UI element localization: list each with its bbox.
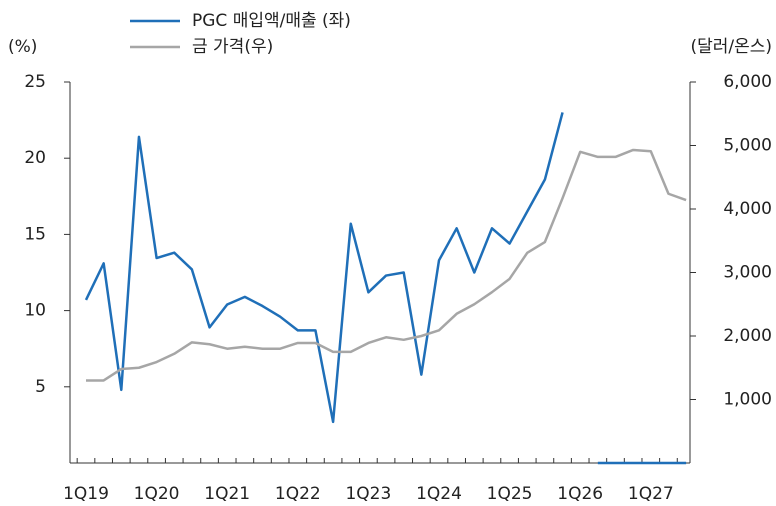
y-tick-label: 5 xyxy=(35,377,46,397)
y2-tick-label: 6,000 xyxy=(723,72,772,92)
y2-tick-label: 2,000 xyxy=(723,326,772,346)
y-axis-label: (%) xyxy=(8,37,37,57)
legend-label: PGC 매입액/매출 (좌) xyxy=(192,11,351,31)
y-tick-label: 20 xyxy=(24,148,46,168)
y-tick-label: 25 xyxy=(24,72,46,92)
y2-tick-label: 3,000 xyxy=(723,263,772,283)
x-tick-label: 1Q27 xyxy=(628,484,674,504)
x-tick-label: 1Q21 xyxy=(204,484,250,504)
x-tick-label: 1Q23 xyxy=(345,484,391,504)
y2-tick-label: 5,000 xyxy=(723,136,772,156)
legend-label: 금 가격(우) xyxy=(192,37,273,57)
series-line xyxy=(86,148,687,382)
y-tick-label: 10 xyxy=(24,301,46,321)
x-tick-label: 1Q25 xyxy=(487,484,533,504)
y-tick-label: 15 xyxy=(24,224,46,244)
x-tick-label: 1Q24 xyxy=(416,484,462,504)
y2-tick-label: 1,000 xyxy=(723,390,772,410)
x-tick-label: 1Q22 xyxy=(275,484,321,504)
x-tick-label: 1Q20 xyxy=(134,484,180,504)
series-line xyxy=(84,112,687,465)
x-tick-label: 1Q19 xyxy=(63,484,109,504)
y2-tick-label: 4,000 xyxy=(723,199,772,219)
x-tick-label: 1Q26 xyxy=(557,484,603,504)
y2-axis-label: (달러/온스) xyxy=(690,37,772,57)
